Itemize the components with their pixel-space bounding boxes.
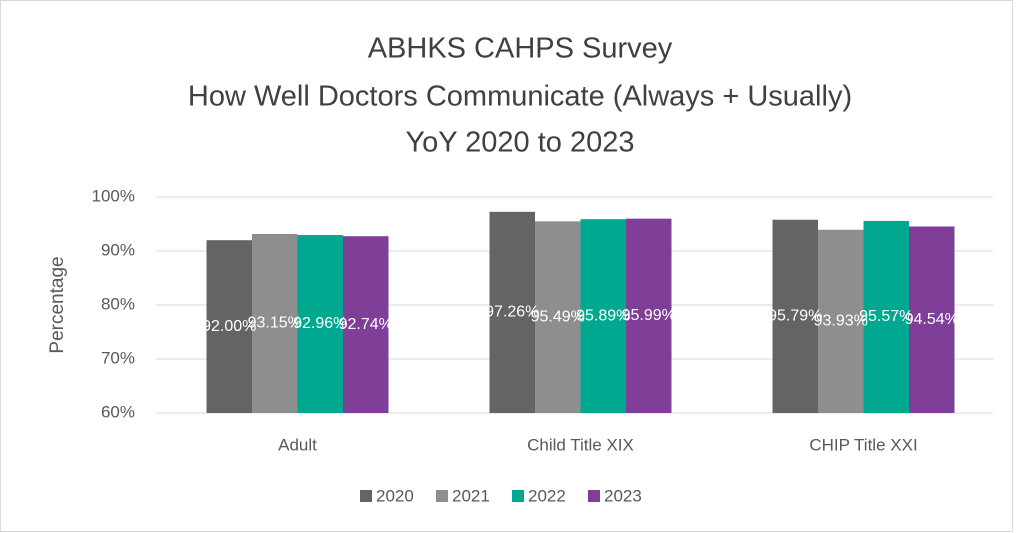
bar [252,233,298,413]
legend-label: 2022 [528,486,566,505]
legend-label: 2020 [376,486,414,505]
bar [772,219,818,413]
y-tick-label: 60% [101,402,135,421]
legend-swatch [436,490,448,502]
bar [343,236,389,413]
data-label: 95.57% [859,308,913,325]
data-label: 95.49% [531,308,585,325]
legend-swatch [360,490,372,502]
bar [580,219,626,413]
bar [297,235,343,413]
data-label: 95.99% [622,307,676,324]
x-tick-label: Child Title XIX [527,435,634,454]
data-label: 93.93% [814,313,868,330]
bar [863,220,909,413]
bar [489,211,535,413]
y-tick-label: 100% [92,186,135,205]
x-tick-label: Adult [278,435,317,454]
chart-title: ABHKS CAHPS Survey [368,33,673,65]
data-label: 95.79% [768,308,822,325]
legend-label: 2023 [604,486,642,505]
legend-swatch [512,490,524,502]
y-tick-label: 90% [101,240,135,259]
bar [818,229,864,413]
y-axis-label: Percentage [47,256,68,353]
y-tick-label: 80% [101,294,135,313]
chart-title: How Well Doctors Communicate (Always + U… [188,81,852,113]
legend-swatch [588,490,600,502]
data-label: 95.89% [576,307,630,324]
data-label: 94.54% [905,311,959,328]
data-label: 97.26% [485,304,539,321]
data-label: 92.74% [339,316,393,333]
data-label: 92.96% [293,315,347,332]
legend-label: 2021 [452,486,490,505]
bar [909,226,955,413]
data-label: 92.00% [202,318,256,335]
x-tick-label: CHIP Title XXI [809,435,917,454]
data-label: 93.15% [248,315,302,332]
chart-title: YoY 2020 to 2023 [405,127,634,159]
bar [206,240,252,413]
y-tick-label: 70% [101,348,135,367]
bar [626,218,672,413]
bar [535,221,581,413]
